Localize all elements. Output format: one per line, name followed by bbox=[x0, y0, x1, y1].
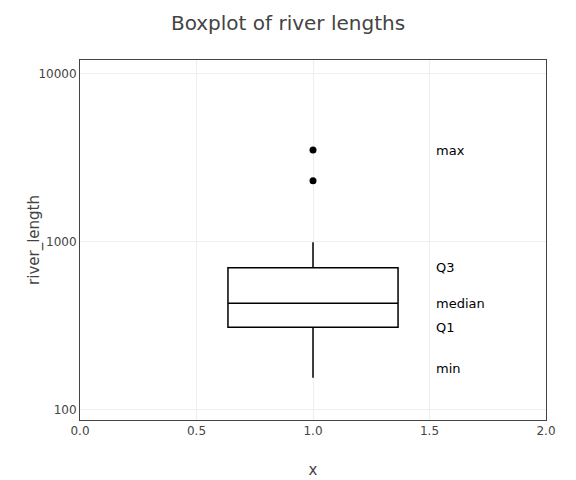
svg-text:0.5: 0.5 bbox=[187, 424, 206, 438]
svg-text:median: median bbox=[436, 296, 485, 311]
svg-text:Q1: Q1 bbox=[436, 320, 455, 335]
svg-text:x: x bbox=[309, 461, 318, 479]
svg-text:2.0: 2.0 bbox=[536, 424, 555, 438]
svg-text:1.0: 1.0 bbox=[303, 424, 322, 438]
svg-text:100: 100 bbox=[54, 403, 77, 417]
svg-text:river_length: river_length bbox=[25, 195, 44, 285]
svg-text:Boxplot of river lengths: Boxplot of river lengths bbox=[171, 11, 405, 35]
svg-text:Q3: Q3 bbox=[436, 260, 455, 275]
svg-text:max: max bbox=[436, 143, 465, 158]
svg-text:1000: 1000 bbox=[46, 235, 77, 249]
svg-text:10000: 10000 bbox=[38, 67, 76, 81]
svg-text:0.0: 0.0 bbox=[70, 424, 89, 438]
svg-text:1.5: 1.5 bbox=[420, 424, 439, 438]
svg-text:min: min bbox=[436, 361, 461, 376]
